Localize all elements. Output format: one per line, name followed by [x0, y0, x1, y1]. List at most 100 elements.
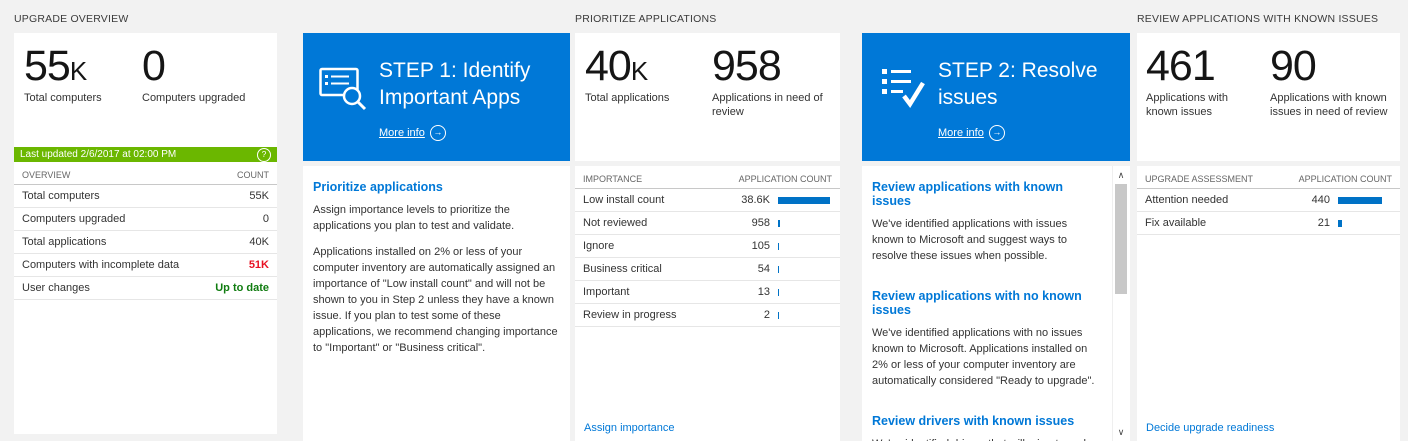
step1-title-line2: Important Apps [379, 86, 521, 110]
row-label: Total computers [22, 190, 100, 202]
scroll-thumb[interactable] [1115, 184, 1127, 294]
stat-number: 0 [142, 42, 166, 90]
table-row-attention-needed[interactable]: Attention needed 440 [1137, 189, 1400, 212]
prioritize-paragraph-2: Applications installed on 2% or less of … [313, 245, 558, 354]
table-row-important[interactable]: Important 13 [575, 281, 840, 304]
row-label: Total applications [22, 236, 107, 248]
step1-title-line1: STEP 1: Identify [379, 59, 531, 82]
table-row-low-install-count[interactable]: Low install count 38.6K [575, 189, 840, 212]
table-row-business-critical[interactable]: Business critical 54 [575, 258, 840, 281]
review-apps-no-known-issues-text: We've identified applications with no is… [872, 326, 1095, 387]
bar-container [778, 242, 832, 250]
review-drivers-known-issues-link[interactable]: Review drivers with known issues [872, 413, 1075, 428]
column-header-upgrade-assessment: UPGRADE ASSESSMENT [1145, 174, 1254, 184]
table-row-computers-incomplete-data[interactable]: Computers with incomplete data 51K [14, 254, 277, 277]
bar-container [1338, 196, 1392, 204]
stat-unit: K [630, 56, 648, 86]
table-row-not-reviewed[interactable]: Not reviewed 958 [575, 212, 840, 235]
step2-title-line2: issues [938, 86, 998, 110]
column-header-application-count: APPLICATION COUNT [1298, 174, 1392, 184]
application-count-bar [1338, 196, 1382, 204]
column-header-overview: OVERVIEW [22, 170, 71, 180]
step2-more-info-link[interactable]: More info → [938, 125, 1005, 141]
bar-container [1338, 219, 1392, 227]
prioritize-description-panel: Prioritize applications Assign importanc… [303, 166, 570, 376]
row-label: Not reviewed [583, 217, 648, 229]
row-value: 13 [757, 286, 770, 298]
assign-importance-link[interactable]: Assign importance [584, 422, 675, 434]
row-value: 440 [1311, 194, 1330, 206]
stat-unit: K [69, 56, 87, 86]
overview-table: OVERVIEW COUNT Total computers 55K Compu… [14, 166, 277, 300]
stat-known-issues-need-review[interactable]: 90 Applications with known issues in nee… [1270, 42, 1392, 119]
application-count-bar [1338, 219, 1342, 227]
step1-tile[interactable]: STEP 1: Identify Important Apps More inf… [303, 33, 570, 161]
table-row-ignore[interactable]: Ignore 105 [575, 235, 840, 258]
table-row-review-in-progress[interactable]: Review in progress 2 [575, 304, 840, 327]
stat-total-applications-value: 40K [585, 42, 669, 90]
bar-container [778, 219, 832, 227]
table-row-total-computers[interactable]: Total computers 55K [14, 185, 277, 208]
row-value: 958 [751, 217, 770, 229]
row-label: Computers with incomplete data [22, 259, 180, 271]
table-row-computers-upgraded[interactable]: Computers upgraded 0 [14, 208, 277, 231]
help-icon[interactable]: ? [257, 147, 271, 162]
upgrade-assessment-card: UPGRADE ASSESSMENT APPLICATION COUNT Att… [1137, 166, 1400, 441]
last-updated-text: Last updated 2/6/2017 at 02:00 PM [20, 149, 177, 160]
stat-apps-need-review[interactable]: 958 Applications in need of review [712, 44, 827, 119]
scroll-down-button[interactable]: ∨ [1117, 427, 1125, 437]
stat-total-computers-label: Total computers [24, 91, 102, 104]
stat-total-computers[interactable]: 55K Total computers [24, 42, 102, 105]
row-value: 38.6K [741, 194, 770, 206]
row-label: Low install count [583, 194, 665, 206]
stat-apps-with-known-issues-value: 461 [1146, 44, 1258, 89]
row-value-ok: Up to date [215, 282, 269, 294]
table-row-total-applications[interactable]: Total applications 40K [14, 231, 277, 254]
decide-upgrade-readiness-link[interactable]: Decide upgrade readiness [1146, 422, 1275, 434]
section-header-prioritize-applications: PRIORITIZE APPLICATIONS [575, 13, 717, 25]
stat-computers-upgraded-label: Computers upgraded [142, 91, 246, 104]
step1-more-info-link[interactable]: More info → [379, 125, 446, 141]
more-info-label: More info [379, 127, 425, 139]
row-value: 21 [1317, 217, 1330, 229]
row-label: Important [583, 286, 630, 298]
table-row-fix-available[interactable]: Fix available 21 [1137, 212, 1400, 235]
step2-tile[interactable]: STEP 2: Resolve issues More info → [862, 33, 1130, 161]
section-header-review-applications: REVIEW APPLICATIONS WITH KNOWN ISSUES [1137, 13, 1379, 25]
stat-known-issues-need-review-label: Applications with known issues in need o… [1270, 91, 1388, 119]
column-header-count: COUNT [237, 170, 269, 180]
prioritize-stats-card: 40K Total applications 958 Applications … [575, 33, 840, 161]
prioritize-paragraph-1: Assign importance levels to prioritize t… [313, 204, 515, 232]
row-value: 0 [262, 213, 269, 225]
arrow-right-icon: → [988, 125, 1005, 141]
row-value: 54 [757, 263, 770, 275]
row-value: 105 [751, 240, 770, 252]
prioritize-description-card: Prioritize applications Assign importanc… [303, 166, 570, 441]
stat-computers-upgraded-value: 0 [142, 42, 245, 90]
stat-computers-upgraded[interactable]: 0 Computers upgraded [142, 42, 246, 105]
application-count-bar [778, 219, 780, 227]
review-apps-known-issues-text: We've identified applications with issue… [872, 218, 1068, 262]
stat-number: 55 [24, 42, 71, 90]
scroll-up-button[interactable]: ∧ [1117, 170, 1125, 180]
application-count-bar [778, 242, 779, 250]
stat-number: 90 [1270, 42, 1317, 90]
row-label: User changes [22, 282, 90, 294]
table-row-user-changes[interactable]: User changes Up to date [14, 277, 277, 300]
column-header-application-count: APPLICATION COUNT [738, 174, 832, 184]
stat-number: 40 [585, 42, 632, 90]
bar-container [778, 265, 832, 273]
row-value: 55K [249, 190, 269, 202]
stat-total-applications[interactable]: 40K Total applications [585, 42, 669, 105]
bar-container [778, 196, 832, 204]
review-apps-known-issues-link[interactable]: Review applications with known issues [872, 180, 1064, 208]
step2-title: STEP 2: Resolve issues [938, 57, 1098, 112]
row-label: Review in progress [583, 309, 677, 321]
row-label: Ignore [583, 240, 615, 252]
scrollbar[interactable]: ∧ ∨ [1112, 166, 1130, 441]
bar-container [778, 311, 832, 319]
review-apps-no-known-issues-link[interactable]: Review applications with no known issues [872, 288, 1082, 317]
step1-title: STEP 1: Identify Important Apps [379, 57, 530, 112]
importance-table-header: IMPORTANCE APPLICATION COUNT [575, 170, 840, 189]
stat-apps-with-known-issues[interactable]: 461 Applications with known issues [1146, 44, 1258, 119]
